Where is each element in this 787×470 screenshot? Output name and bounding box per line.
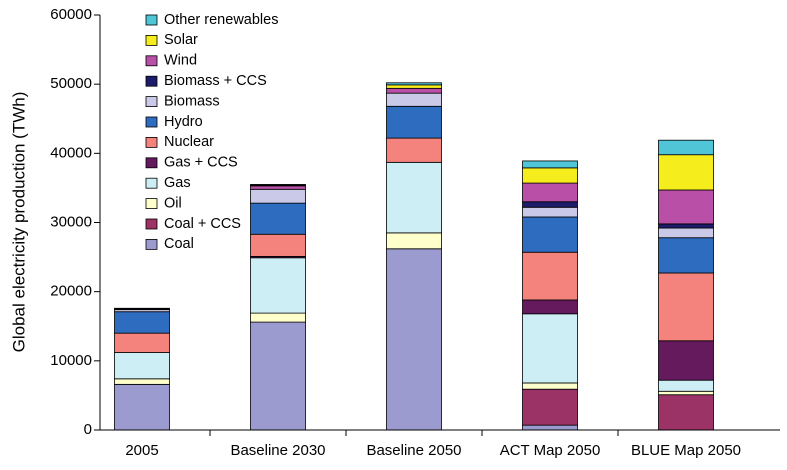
bar-segment bbox=[658, 154, 714, 191]
legend-swatch bbox=[145, 157, 158, 169]
bar-segment bbox=[250, 321, 306, 431]
bar-segment bbox=[250, 188, 306, 204]
bar-segment bbox=[522, 382, 578, 390]
legend-text: Other renewables bbox=[164, 12, 278, 28]
bar-segment bbox=[114, 352, 170, 380]
y-axis-label: Global electricity production (TWh) bbox=[9, 92, 28, 353]
bar-segment bbox=[114, 332, 170, 353]
bar-segment bbox=[522, 182, 578, 203]
bar-segment bbox=[386, 232, 442, 250]
bar-segment bbox=[114, 383, 170, 431]
legend-swatch bbox=[145, 198, 158, 210]
y-tick-label: 10000 bbox=[50, 352, 92, 369]
legend-text: Biomass + CCS bbox=[164, 73, 267, 89]
legend-text: Nuclear bbox=[164, 134, 214, 150]
bar-segment bbox=[386, 92, 442, 107]
bar-segment bbox=[386, 248, 442, 431]
legend-swatch bbox=[145, 75, 158, 87]
bar-segment bbox=[658, 272, 714, 342]
legend-swatch bbox=[145, 14, 158, 26]
legend-text: Gas bbox=[164, 175, 191, 191]
legend-text: Hydro bbox=[164, 114, 203, 130]
bar-segment bbox=[522, 206, 578, 218]
bar-segment bbox=[114, 311, 170, 334]
y-tick-label: 30000 bbox=[50, 213, 92, 230]
bar-segment bbox=[658, 340, 714, 381]
y-tick-label: 0 bbox=[84, 421, 92, 438]
legend-text: Coal bbox=[164, 236, 194, 252]
bar-segment bbox=[250, 233, 306, 257]
bar-segment bbox=[522, 313, 578, 384]
bar-segment bbox=[386, 87, 442, 94]
legend-swatch bbox=[145, 55, 158, 67]
bar-segment bbox=[522, 167, 578, 184]
legend-text: Oil bbox=[164, 195, 182, 211]
bar-segment bbox=[386, 105, 442, 139]
y-tick-label: 50000 bbox=[50, 75, 92, 92]
bar-segment bbox=[386, 137, 442, 163]
legend-swatch bbox=[145, 238, 158, 250]
bar-segment bbox=[250, 184, 306, 186]
x-tick-label: Baseline 2050 bbox=[366, 442, 461, 459]
bar-segment bbox=[658, 237, 714, 274]
bar-segment bbox=[522, 388, 578, 426]
bar-segment bbox=[522, 201, 578, 208]
x-tick-label: 2005 bbox=[125, 442, 158, 459]
y-tick-label: 20000 bbox=[50, 283, 92, 300]
legend-swatch bbox=[145, 177, 158, 189]
bar-segment bbox=[386, 161, 442, 234]
bar-segment bbox=[658, 223, 714, 229]
bar-segment bbox=[658, 394, 714, 431]
bar-segment bbox=[250, 312, 306, 323]
bar-segment bbox=[250, 202, 306, 235]
legend-text: Coal + CCS bbox=[164, 216, 241, 232]
legend-swatch bbox=[145, 218, 158, 230]
legend-swatch bbox=[145, 96, 158, 107]
y-tick-label: 40000 bbox=[50, 144, 92, 161]
legend-text: Gas + CCS bbox=[164, 155, 238, 171]
bar-segment bbox=[658, 379, 714, 392]
y-tick-label: 60000 bbox=[50, 6, 92, 23]
x-tick-label: ACT Map 2050 bbox=[500, 442, 601, 459]
bar-segment bbox=[114, 307, 170, 310]
bar-segment bbox=[658, 390, 714, 396]
bar-segment bbox=[658, 139, 714, 156]
bar-segment bbox=[386, 84, 442, 89]
legend-text: Biomass bbox=[164, 93, 220, 109]
bar-segment bbox=[522, 299, 578, 315]
bar-segment bbox=[250, 185, 306, 190]
legend-swatch bbox=[145, 116, 158, 128]
bar-segment bbox=[522, 160, 578, 169]
bar-segment bbox=[658, 227, 714, 239]
bar-segment bbox=[522, 216, 578, 253]
x-tick-label: Baseline 2030 bbox=[230, 442, 325, 459]
x-tick-label: BLUE Map 2050 bbox=[631, 442, 741, 459]
bar-segment bbox=[114, 378, 170, 385]
legend-text: Wind bbox=[164, 53, 197, 69]
bar-segment bbox=[522, 424, 578, 431]
bar-segment bbox=[250, 257, 306, 314]
legend-swatch bbox=[145, 136, 158, 148]
bar-segment bbox=[522, 251, 578, 301]
bar-segment bbox=[386, 82, 442, 86]
bar-segment bbox=[658, 189, 714, 225]
legend-swatch bbox=[145, 35, 158, 46]
legend-text: Solar bbox=[164, 32, 198, 48]
